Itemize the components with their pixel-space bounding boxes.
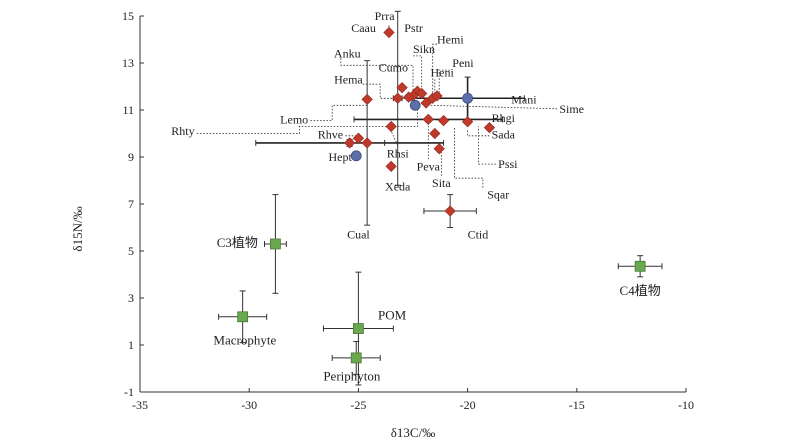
species-label: Heni <box>430 65 454 79</box>
x-tick-label: -25 <box>350 398 366 412</box>
species-label: Peni <box>452 56 474 70</box>
species-label: Ctid <box>468 228 489 242</box>
leader-peni <box>438 69 451 96</box>
y-tick-label: 5 <box>128 244 134 258</box>
y-tick-label: 15 <box>122 9 134 23</box>
leader-rhty <box>196 110 418 134</box>
y-tick-label: 7 <box>128 197 134 211</box>
x-tick-label: -20 <box>460 398 476 412</box>
species-label: Cual <box>347 228 370 242</box>
x-axis-title: δ13C/‰ <box>391 425 435 440</box>
fish-marker <box>383 26 395 39</box>
source-marker <box>270 238 281 250</box>
source-marker <box>634 260 646 272</box>
species-label: Mani <box>511 92 537 106</box>
fish-marker <box>429 127 441 140</box>
species-label: Sita <box>432 176 451 190</box>
species-label: Hept <box>329 150 353 164</box>
x-tick-label: -15 <box>569 398 585 412</box>
fish-marker <box>483 122 496 134</box>
y-tick-label: 9 <box>128 150 134 164</box>
leader-hemi <box>432 43 437 103</box>
fish-marker <box>392 92 404 104</box>
y-tick-label: 3 <box>128 291 134 305</box>
fish-marker <box>420 97 432 109</box>
species-label: Pssi <box>498 157 518 171</box>
x-tick-label: -35 <box>132 398 148 412</box>
species-label: Rhty <box>171 124 194 138</box>
species-label: Peva <box>417 159 441 173</box>
fish-marker <box>396 82 408 94</box>
invertebrate-marker <box>350 150 362 162</box>
leader-anku <box>340 58 414 96</box>
leader-pssi <box>478 126 496 165</box>
source-label: Periphyton <box>323 369 381 384</box>
fish-marker <box>361 93 373 106</box>
fish-marker <box>422 113 434 126</box>
x-axis-ticks: -35 -30 -25 -20 -15 -10 <box>132 388 694 412</box>
species-label: Sime <box>559 102 584 116</box>
species-label: Pstr <box>404 21 423 35</box>
source-label: POM <box>378 308 407 323</box>
species-label: Rhsi <box>387 146 410 160</box>
y-axis-title: δ15N/‰ <box>70 206 85 251</box>
leader-rhsi <box>390 131 399 146</box>
source-marker <box>350 352 362 364</box>
fish-marker <box>461 116 474 128</box>
fish-marker <box>352 132 365 144</box>
x-tick-label: -10 <box>678 398 694 412</box>
fish-marker <box>361 137 373 149</box>
fish-marker <box>403 91 415 103</box>
y-tick-label: 11 <box>122 103 134 117</box>
fish-marker <box>444 205 456 217</box>
species-label: Caau <box>351 21 376 35</box>
fish-marker <box>385 160 397 173</box>
species-label: Lemo <box>280 112 308 126</box>
y-tick-label: 1 <box>128 338 134 352</box>
fish-marker <box>431 90 443 102</box>
species-label: Sada <box>492 128 516 142</box>
species-label: Anku <box>334 47 361 61</box>
species-label: Rhve <box>318 128 343 142</box>
species-label: Rhgi <box>492 111 516 125</box>
fish-marker <box>437 114 450 127</box>
species-label: Hemi <box>437 33 464 47</box>
leader-sqar <box>454 126 484 188</box>
fish-marker <box>433 143 445 155</box>
invertebrate-marker <box>462 92 474 104</box>
fish-marker <box>416 87 428 100</box>
species-label: Cumo <box>379 61 408 75</box>
source-label: C3植物 <box>217 235 258 250</box>
fish-marker <box>344 137 356 149</box>
source-marker <box>352 323 364 334</box>
invertebrate-marker <box>409 99 421 111</box>
species-label: Sikn <box>413 42 435 56</box>
y-tick-label: -1 <box>124 385 134 399</box>
source-marker <box>237 311 249 323</box>
leader-sada <box>467 128 490 137</box>
fish-marker <box>385 120 397 133</box>
data-points <box>237 26 646 364</box>
source-label: Macrophyte <box>213 332 276 347</box>
source-label: C4植物 <box>620 283 661 298</box>
species-label: Sqar <box>487 188 509 202</box>
species-label: Prra <box>375 9 396 23</box>
y-tick-label: 13 <box>122 56 134 70</box>
leader-lemo <box>310 104 368 121</box>
species-label: Hema <box>334 72 363 86</box>
species-label: Xeda <box>385 179 411 193</box>
leader-sime <box>430 104 558 110</box>
x-tick-label: -30 <box>241 398 257 412</box>
